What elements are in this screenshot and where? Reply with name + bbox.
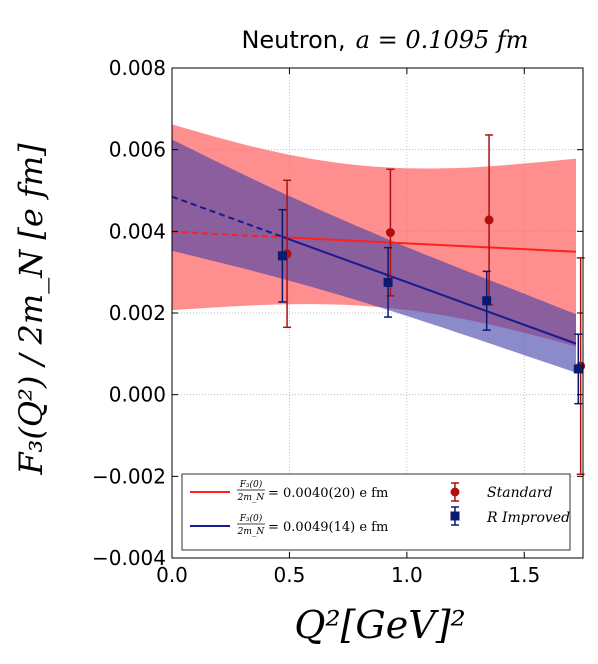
x-axis-label: Q²[GeV]² — [294, 603, 466, 647]
legend: F₃(0) 2m_N = 0.0040(20) e fm F₃(0) 2m_N … — [181, 473, 571, 551]
y-tick-label: 0.002 — [109, 301, 166, 325]
x-tick-label: 1.0 — [391, 563, 423, 587]
legend-box — [181, 473, 571, 551]
r-improved-point — [573, 364, 583, 374]
legend-fit-2-value: = 0.0049(14) e fm — [268, 520, 388, 535]
fit-line-solid-2 — [282, 235, 577, 345]
standard-point — [484, 215, 494, 225]
r-improved-point — [383, 277, 393, 287]
y-tick-label: 0.000 — [109, 383, 166, 407]
y-tick-label: 0.006 — [109, 138, 166, 162]
y-tick-label: −0.002 — [92, 464, 166, 488]
chart-title: Neutron, a = 0.1095 fm — [241, 26, 528, 54]
r-improved-point — [277, 251, 287, 261]
legend-label-standard: Standard — [487, 485, 553, 501]
r-improved-point — [482, 296, 492, 306]
svg-text:2m_N: 2m_N — [237, 493, 266, 503]
y-tick-label: 0.004 — [109, 219, 166, 243]
y-axis-label-text: F₃(Q²) / 2m_N [e fm] — [12, 143, 50, 476]
standard-point — [385, 228, 395, 238]
tick-labels: 0.0 0.5 1.0 1.5 −0.004 −0.002 0.000 0.002 0.004 0… — [92, 56, 540, 587]
fit-line-solid-1 — [282, 236, 577, 253]
svg-text:2m_N: 2m_N — [237, 527, 266, 537]
fit-line-dashed-1 — [171, 230, 283, 239]
axis-ticks — [171, 67, 583, 559]
legend-label-fit-1: F₃(0) 2m_N = 0.0040(20) e fm — [237, 479, 389, 503]
data-points — [277, 134, 586, 476]
y-tick-label: −0.004 — [92, 546, 166, 570]
svg-text:F₃(0): F₃(0) — [239, 479, 263, 490]
title-math: a = 0.1095 fm — [356, 26, 529, 54]
legend-label-fit-2: F₃(0) 2m_N = 0.0049(14) e fm — [237, 513, 389, 537]
title-prefix: Neutron, — [241, 26, 345, 54]
x-tick-label: 0.0 — [156, 563, 188, 587]
legend-fit-1-value: = 0.0040(20) e fm — [268, 486, 388, 501]
fit-bands — [172, 124, 576, 373]
legend-label-improved: R Improved — [486, 510, 570, 526]
x-tick-label: 0.5 — [274, 563, 306, 587]
legend-marker-standard — [450, 482, 460, 502]
svg-text:F₃(0): F₃(0) — [239, 513, 263, 524]
x-axis-label-text: Q²[GeV]² — [294, 603, 466, 647]
y-axis-label: F₃(Q²) / 2m_N [e fm] — [12, 143, 50, 476]
legend-marker-improved — [450, 506, 460, 526]
fit-band-2 — [172, 139, 576, 373]
fit-lines — [171, 195, 577, 345]
x-tick-label: 1.5 — [508, 563, 540, 587]
y-tick-label: 0.008 — [109, 56, 166, 80]
